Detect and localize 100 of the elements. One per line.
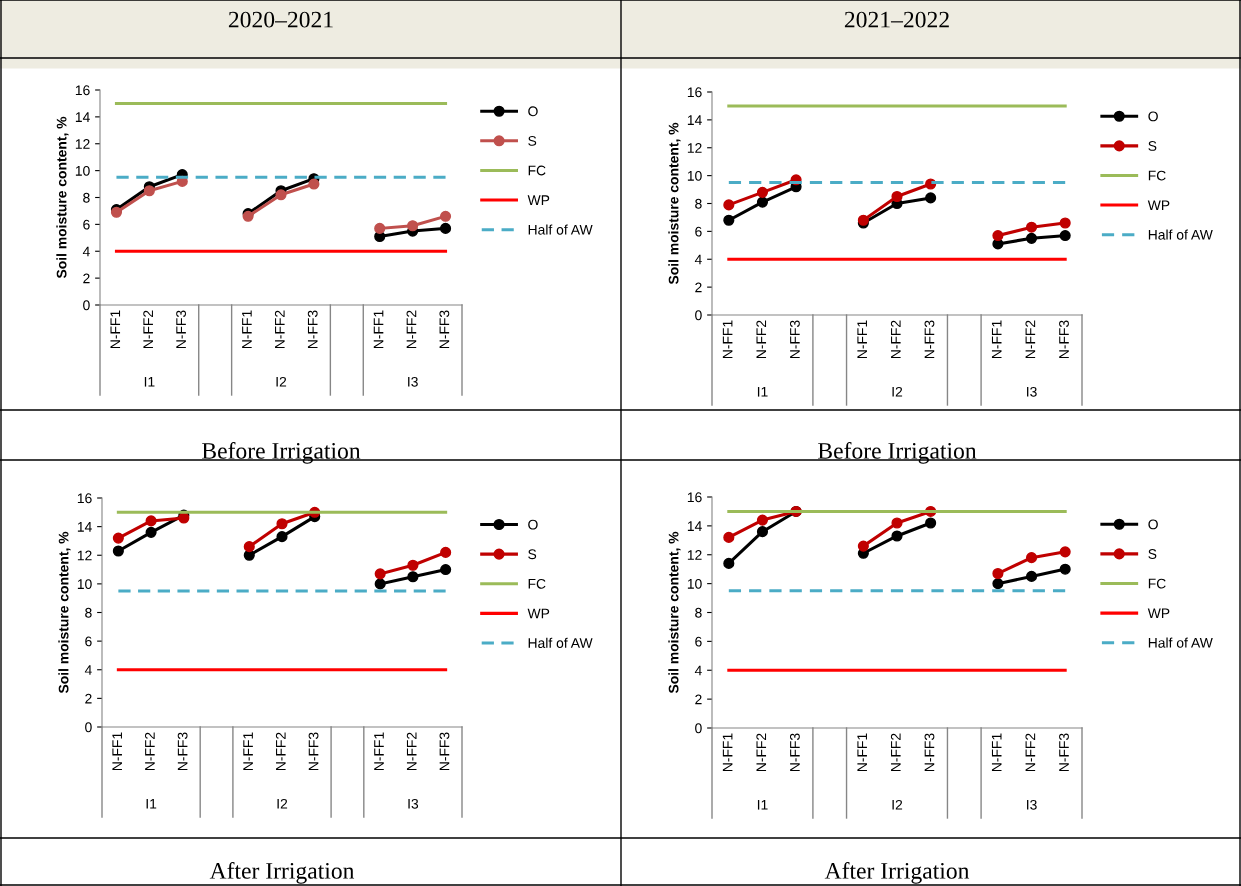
y-tick-label: 2 — [85, 693, 92, 704]
legend-label: O — [528, 106, 538, 117]
point — [145, 526, 157, 538]
y-tick-label: 16 — [687, 492, 702, 503]
y-axis-title: Soil moisture content, % — [668, 531, 681, 694]
x-tick-label: N-FF2 — [144, 732, 155, 771]
y-tick-label: 14 — [687, 115, 702, 125]
x-tick-label: N-FF2 — [756, 733, 767, 772]
legend-label: WP — [1147, 200, 1170, 210]
point — [1025, 570, 1038, 582]
point — [1025, 552, 1038, 564]
point — [891, 517, 903, 529]
point — [891, 530, 903, 542]
point — [276, 531, 288, 543]
y-tick-label: 6 — [695, 636, 702, 647]
point — [723, 557, 735, 569]
point — [1059, 217, 1071, 229]
point — [756, 514, 769, 526]
text: I2 — [276, 376, 287, 387]
point — [276, 518, 288, 530]
x-tick-label: N-FF1 — [243, 732, 253, 771]
point — [374, 222, 386, 234]
y-tick-label: 2 — [695, 694, 702, 705]
y-axis-title: Soil moisture content, % — [56, 116, 69, 279]
y-tick-label: 14 — [75, 112, 90, 122]
x-tick-label: N-FF1 — [242, 310, 252, 349]
x-axis-title: Before Irrigation — [202, 442, 361, 464]
point — [407, 220, 419, 232]
point — [1059, 229, 1071, 242]
y-tick-label: 0 — [695, 723, 702, 734]
point — [1025, 232, 1038, 244]
point — [243, 541, 255, 553]
x-tick-label: N-FF3 — [177, 732, 188, 771]
y-tick-label: 6 — [695, 226, 702, 237]
text: I3 — [408, 798, 419, 809]
y-tick-label: 14 — [77, 522, 92, 532]
point — [723, 199, 735, 211]
y-axis-title: Soil moisture content, % — [58, 531, 71, 694]
y-axis-title: Soil moisture content, % — [668, 122, 681, 285]
point — [407, 559, 419, 571]
chart-title: 2020–2021 — [228, 11, 333, 28]
point — [1059, 563, 1071, 575]
y-tick-label: 8 — [695, 607, 702, 618]
x-axis-title: Before Irrigation — [818, 442, 977, 464]
point — [857, 540, 869, 552]
y-tick-label: 0 — [85, 722, 92, 733]
point — [275, 189, 287, 201]
y-tick-label: 0 — [83, 300, 90, 311]
x-axis-title: After Irrigation — [824, 862, 970, 884]
x-tick-label: N-FF1 — [722, 320, 733, 359]
x-tick-label: N-FF1 — [112, 732, 122, 771]
point — [143, 185, 155, 197]
y-tick-label: 16 — [75, 85, 90, 96]
y-tick-label: 6 — [85, 636, 92, 647]
x-tick-label: N-FF1 — [857, 320, 867, 359]
y-tick-label: 10 — [687, 578, 702, 589]
legend-label: Half of AW — [1148, 637, 1213, 648]
text: I2 — [892, 386, 903, 397]
point — [925, 192, 937, 204]
y-tick-label: 0 — [695, 310, 702, 321]
point — [723, 531, 735, 543]
point — [1025, 221, 1038, 233]
legend-label: O — [1148, 519, 1158, 530]
x-tick-label: N-FF2 — [1025, 733, 1036, 772]
x-tick-label: N-FF2 — [275, 732, 286, 771]
y-tick-label: 12 — [75, 139, 90, 149]
x-tick-label: N-FF2 — [890, 320, 901, 359]
y-tick-label: 4 — [84, 665, 92, 675]
y-tick-label: 12 — [77, 550, 92, 561]
y-tick-label: 10 — [77, 579, 92, 590]
x-tick-label: N-FF1 — [991, 320, 1002, 359]
text: I2 — [277, 798, 288, 809]
x-tick-label: N-FF2 — [406, 732, 417, 771]
legend-label: FC — [528, 165, 546, 176]
legend-label: FC — [1148, 170, 1166, 181]
text: I1 — [757, 387, 768, 397]
text: I1 — [757, 800, 768, 810]
point — [756, 196, 769, 208]
x-tick-label: N-FF2 — [143, 310, 153, 349]
y-tick-label: 2 — [695, 282, 702, 293]
y-tick-label: 10 — [687, 170, 702, 181]
x-tick-label: N-FF3 — [924, 320, 935, 359]
point — [891, 190, 903, 203]
x-tick-label: N-FF2 — [890, 733, 901, 772]
point — [112, 545, 124, 557]
text: I1 — [144, 377, 155, 387]
point — [112, 532, 124, 544]
legend-label: WP — [1147, 608, 1170, 618]
x-tick-label: N-FF3 — [308, 732, 319, 771]
point — [756, 186, 769, 198]
text: I1 — [146, 799, 157, 809]
legend-label: WP — [527, 608, 550, 619]
point — [1059, 546, 1071, 558]
point — [992, 567, 1004, 580]
legend-label: O — [528, 519, 538, 530]
text: I3 — [408, 376, 418, 387]
y-tick-label: 10 — [75, 165, 90, 176]
x-tick-label: N-FF3 — [439, 732, 450, 771]
x-tick-label: N-FF1 — [373, 310, 384, 349]
point — [992, 578, 1004, 590]
